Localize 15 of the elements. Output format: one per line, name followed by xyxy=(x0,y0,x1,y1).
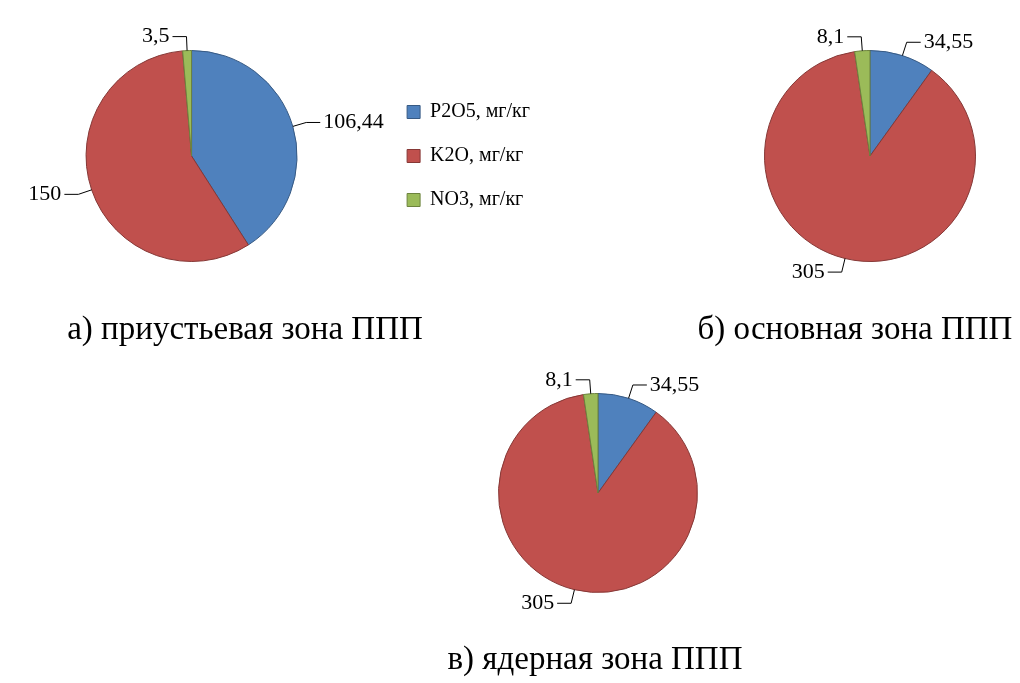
legend-label: K2O, мг/кг xyxy=(430,143,524,166)
data-label: 305 xyxy=(521,589,555,615)
data-label: 305 xyxy=(791,257,825,283)
data-label: 106,44 xyxy=(323,108,384,134)
data-label: 150 xyxy=(28,180,62,206)
text: в) ядерная зона ППП xyxy=(446,639,744,678)
text: а) приустьевая зона ППП xyxy=(66,309,424,348)
legend-label: NO3, мг/кг xyxy=(430,187,524,210)
data-label: 8,1 xyxy=(816,22,845,48)
data-label: 34,55 xyxy=(923,28,974,54)
legend-label: P2O5, мг/кг xyxy=(430,99,530,122)
data-label: 8,1 xyxy=(545,365,573,391)
data-label: 3,5 xyxy=(142,22,170,48)
data-label: 34,55 xyxy=(649,370,700,396)
text: б) основная зона ППП xyxy=(696,309,1014,348)
